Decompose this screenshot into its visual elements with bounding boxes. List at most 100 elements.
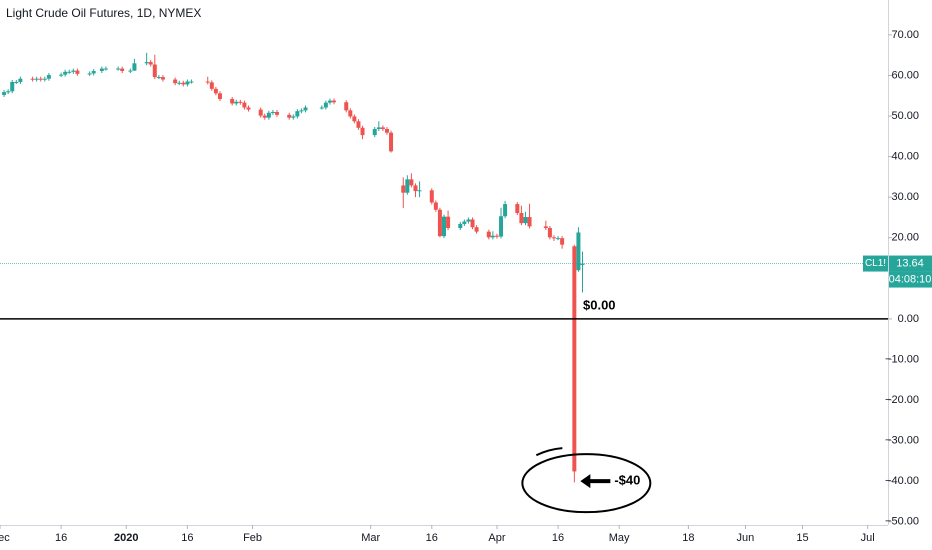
candle-body: [494, 235, 499, 237]
x-tick-label: May: [609, 532, 630, 544]
candle-body: [429, 190, 434, 203]
symbol-label: CL1!: [865, 258, 886, 269]
candle-body: [299, 110, 304, 112]
candle-body: [132, 63, 137, 71]
y-tick-label: −30.00: [885, 435, 919, 447]
candle-body: [246, 107, 251, 110]
plot: [2, 52, 585, 483]
candle-body: [572, 246, 577, 472]
x-tick-label: Feb: [243, 532, 262, 544]
candle-body: [543, 226, 548, 229]
y-tick-label: 20.00: [891, 232, 919, 244]
candle-body: [209, 82, 214, 89]
candle-body: [67, 71, 72, 73]
candle-body: [160, 77, 165, 80]
candle-body: [470, 219, 475, 228]
candle-body: [103, 68, 108, 70]
candle-body: [519, 213, 524, 224]
candle-body: [389, 132, 394, 152]
x-tick-label: 2020: [114, 532, 138, 544]
candle-body: [405, 179, 410, 193]
candle-body: [205, 81, 210, 83]
annotation-label: -$40: [614, 473, 640, 488]
candle-body: [120, 68, 125, 72]
candle-body: [295, 111, 300, 117]
candle-body: [10, 81, 15, 92]
candle-body: [213, 88, 218, 94]
x-tick-label: Dec: [0, 532, 10, 544]
y-tick-label: 30.00: [891, 191, 919, 203]
candle-body: [14, 81, 19, 83]
candle-body: [499, 216, 504, 237]
candle-body: [152, 64, 157, 78]
x-tick-label: 18: [682, 532, 694, 544]
y-tick-label: 70.00: [891, 29, 919, 41]
candle-body: [327, 100, 332, 103]
candle-body: [323, 102, 328, 108]
candle-body: [99, 68, 104, 72]
candle-body: [181, 82, 186, 85]
candle-body: [319, 107, 324, 109]
candle-body: [380, 127, 385, 130]
candle-body: [458, 223, 463, 229]
candle-body: [486, 231, 491, 238]
candle-body: [376, 127, 381, 130]
candle-body: [34, 78, 39, 80]
candle-body: [234, 101, 239, 104]
y-tick-label: −50.00: [885, 516, 919, 528]
candle-body: [352, 116, 357, 122]
y-tick-label: 50.00: [891, 110, 919, 122]
candle-body: [63, 71, 68, 75]
candle-body: [148, 62, 153, 65]
y-tick-label: −20.00: [885, 394, 919, 406]
candle-body: [466, 219, 471, 222]
y-tick-label: −10.00: [885, 353, 919, 365]
candle-body: [242, 102, 247, 108]
x-tick-label: Mar: [361, 532, 380, 544]
candle-body: [303, 107, 308, 111]
candle-body: [442, 216, 446, 237]
candle-body: [474, 227, 479, 232]
candle-body: [372, 129, 377, 136]
candle-body: [274, 111, 279, 115]
candle-body: [177, 82, 182, 84]
candle-body: [18, 78, 23, 82]
y-tick-label: 0.00: [898, 313, 919, 325]
x-tick-label: Apr: [488, 532, 505, 544]
candle-body: [42, 78, 47, 80]
x-tick-label: Jul: [861, 532, 875, 544]
candle-body: [503, 204, 508, 217]
annotation-arrowhead: [580, 474, 591, 489]
candle-body: [551, 237, 556, 239]
candle-body: [576, 232, 581, 271]
candle-body: [87, 73, 92, 75]
last-price-label: 13.64: [896, 257, 924, 269]
candle-body: [556, 238, 561, 240]
annotation-circle: [521, 453, 652, 514]
candle-body: [433, 202, 438, 210]
x-tick-label: 16: [552, 532, 564, 544]
candle-body: [348, 110, 353, 117]
candle-body: [217, 93, 222, 99]
candle-body: [59, 74, 64, 76]
candle-body: [46, 75, 51, 79]
candle-body: [401, 185, 406, 193]
candle-body: [173, 79, 178, 84]
candle-body: [71, 70, 76, 72]
y-tick-label: 60.00: [891, 69, 919, 81]
candle-body: [446, 216, 451, 229]
candle-body: [580, 263, 585, 265]
candle-body: [185, 81, 190, 85]
candle-body: [360, 127, 365, 136]
candle-body: [409, 179, 414, 186]
candle-body: [413, 185, 418, 192]
x-tick-label: 16: [181, 532, 193, 544]
candle-body: [417, 190, 422, 192]
candle-body: [262, 115, 267, 118]
candle-body: [2, 92, 7, 95]
candle-body: [30, 78, 35, 80]
candle-body: [344, 102, 349, 111]
countdown-label: 04:08:10: [889, 273, 932, 285]
candle-body: [356, 121, 361, 128]
